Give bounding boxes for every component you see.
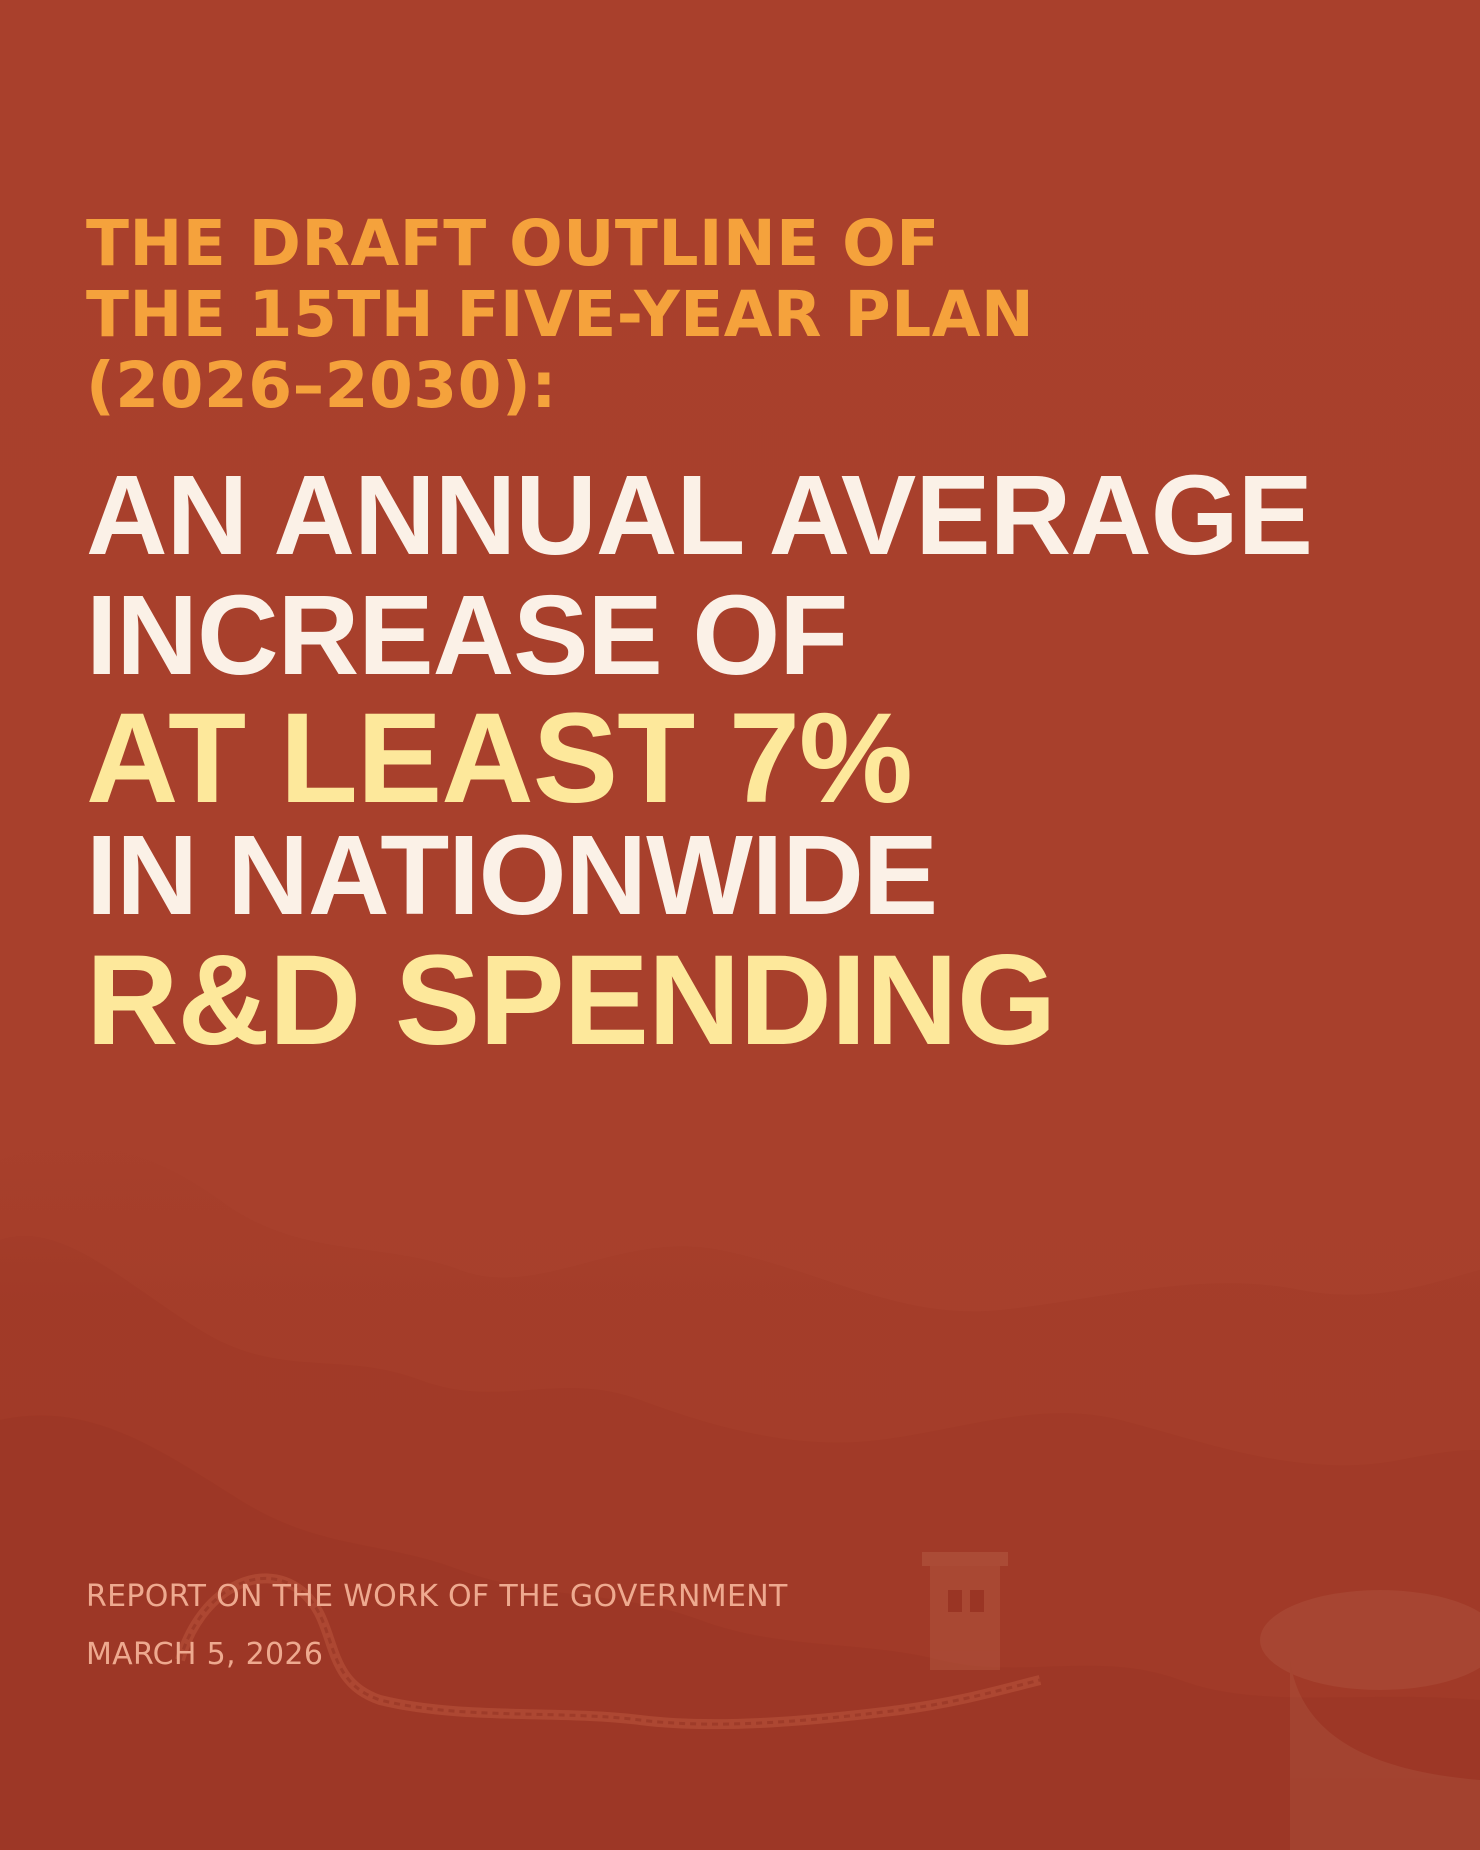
report-footer: REPORT ON THE WORK OF THE GOVERNMENT MAR… <box>86 1576 788 1692</box>
report-title: REPORT ON THE WORK OF THE GOVERNMENT <box>86 1579 788 1614</box>
headline-highlight-percentage: AT LEAST 7% <box>86 687 913 830</box>
headline-line-4: IN NATIONWIDE <box>86 812 938 938</box>
kicker-line-3: (2026–2030): <box>86 349 557 422</box>
kicker-line-1: THE DRAFT OUTLINE OF <box>86 207 940 280</box>
great-wall-landscape-illustration <box>0 1120 1480 1850</box>
plan-kicker: THE DRAFT OUTLINE OF THE 15TH FIVE-YEAR … <box>86 208 1286 421</box>
kicker-line-2: THE 15TH FIVE-YEAR PLAN <box>86 278 1035 351</box>
headline: AN ANNUAL AVERAGE INCREASE OF AT LEAST 7… <box>86 452 1426 1072</box>
report-date: MARCH 5, 2026 <box>86 1637 324 1672</box>
headline-line-1: AN ANNUAL AVERAGE <box>86 452 1313 578</box>
headline-highlight-rd-spending: R&D SPENDING <box>86 929 1056 1072</box>
headline-line-2: INCREASE OF <box>86 572 848 698</box>
